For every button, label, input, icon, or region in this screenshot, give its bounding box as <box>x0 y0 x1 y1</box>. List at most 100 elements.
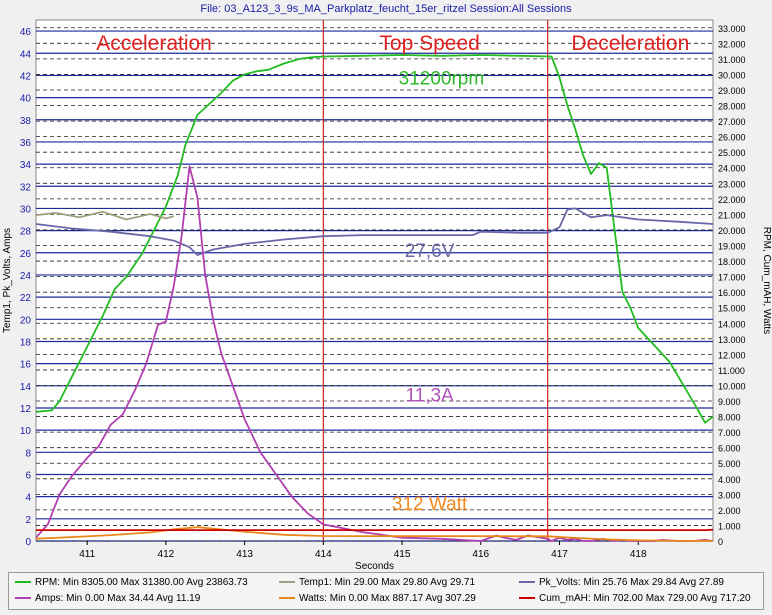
legend-item: Amps: Min 0.00 Max 34.44 Avg 11.19 <box>15 593 200 604</box>
legend-item: Temp1: Min 29.00 Max 29.80 Avg 29.71 <box>279 577 475 588</box>
y-tick-label-right: 25.000 <box>718 148 746 158</box>
y-tick-label-left: 20 <box>20 315 32 326</box>
y-tick-label-right: 10.000 <box>718 381 746 391</box>
y-tick-label-right: 6.000 <box>718 444 741 454</box>
x-tick-label: 416 <box>472 549 489 560</box>
y-tick-label-left: 24 <box>20 271 32 282</box>
y-tick-label-left: 4 <box>25 493 31 504</box>
chart-title: File: 03_A123_3_9s_MA_Parkplatz_feucht_1… <box>200 3 572 15</box>
y-tick-label-right: 22.000 <box>718 195 746 205</box>
legend-swatch <box>279 581 295 584</box>
y-tick-label-right: 11.000 <box>718 366 745 376</box>
y-tick-label-right: 20.000 <box>718 226 746 236</box>
series-line-watts <box>35 526 714 542</box>
x-axis-label: Seconds <box>355 561 394 572</box>
y-axis-label-right: RPM, Cum_mAH, Watts <box>761 227 772 334</box>
y-tick-label-left: 16 <box>20 360 32 371</box>
annotation-label: 11,3A <box>405 385 454 406</box>
y-tick-label-right: 33.000 <box>718 24 746 34</box>
y-tick-label-left: 34 <box>20 160 32 171</box>
y-tick-label-right: 19.000 <box>718 242 746 252</box>
y-tick-label-right: 13.000 <box>718 335 746 345</box>
y-tick-label-right: 0 <box>718 537 723 547</box>
chart-legend: RPM: Min 8305.00 Max 31380.00 Avg 23863.… <box>8 572 764 610</box>
x-tick-label: 418 <box>630 549 647 560</box>
y-tick-label-left: 0 <box>25 537 31 548</box>
legend-label: Watts: Min 0.00 Max 887.17 Avg 307.29 <box>299 593 476 604</box>
y-tick-label-left: 10 <box>20 426 32 437</box>
y-tick-label-right: 24.000 <box>718 164 746 174</box>
y-tick-label-left: 28 <box>20 227 32 238</box>
y-tick-label-right: 17.000 <box>718 273 746 283</box>
y-tick-label-left: 22 <box>20 293 32 304</box>
legend-item: Watts: Min 0.00 Max 887.17 Avg 307.29 <box>279 593 476 604</box>
y-tick-label-right: 3.000 <box>718 490 741 500</box>
legend-label: Cum_mAH: Min 702.00 Max 729.00 Avg 717.2… <box>539 593 751 604</box>
y-tick-label-left: 32 <box>20 182 32 193</box>
annotation-label: 312 Watt <box>392 494 468 515</box>
legend-item: RPM: Min 8305.00 Max 31380.00 Avg 23863.… <box>15 577 248 588</box>
x-tick-label: 411 <box>79 549 95 560</box>
y-tick-label-right: 18.000 <box>718 257 746 267</box>
x-tick-label: 417 <box>551 549 568 560</box>
legend-label: RPM: Min 8305.00 Max 31380.00 Avg 23863.… <box>35 577 248 588</box>
chart-svg: 0246810121416182022242628303234363840424… <box>2 19 772 572</box>
y-tick-label-right: 5.000 <box>718 459 741 469</box>
y-tick-label-left: 36 <box>20 138 32 149</box>
legend-label: Amps: Min 0.00 Max 34.44 Avg 11.19 <box>35 593 201 604</box>
legend-swatch <box>519 581 535 584</box>
series-line-temp1 <box>35 210 175 221</box>
y-tick-label-right: 4.000 <box>718 475 741 485</box>
x-tick-label: 412 <box>158 549 175 560</box>
y-tick-label-left: 46 <box>20 27 32 38</box>
y-tick-label-left: 18 <box>20 337 32 348</box>
legend-swatch <box>15 597 31 600</box>
plot-area <box>35 19 714 542</box>
series-line-pk-volts <box>35 207 714 256</box>
legend-label: Pk_Volts: Min 25.76 Max 29.84 Avg 27.89 <box>539 577 724 588</box>
y-tick-label-right: 29.000 <box>718 86 746 96</box>
y-tick-label-right: 27.000 <box>718 117 746 127</box>
y-tick-label-right: 32.000 <box>718 39 746 49</box>
y-tick-label-right: 1.000 <box>718 521 741 531</box>
x-tick-label: 413 <box>236 549 253 560</box>
phase-label: Acceleration <box>96 32 212 55</box>
y-tick-label-right: 8.000 <box>718 413 741 423</box>
y-tick-label-left: 44 <box>20 49 32 60</box>
y-tick-label-left: 40 <box>20 94 32 105</box>
y-tick-label-left: 14 <box>20 382 32 393</box>
y-tick-label-right: 12.000 <box>718 350 746 360</box>
y-tick-label-right: 26.000 <box>718 133 746 143</box>
y-tick-label-right: 23.000 <box>718 179 746 189</box>
legend-swatch <box>15 581 31 584</box>
y-axis-label-left: Temp1, Pk_Volts, Amps <box>2 228 13 333</box>
legend-swatch <box>279 597 295 600</box>
y-tick-label-right: 9.000 <box>718 397 741 407</box>
y-tick-label-left: 26 <box>20 249 32 260</box>
phase-label: Deceleration <box>571 32 689 55</box>
x-tick-label: 414 <box>315 549 332 560</box>
y-tick-label-right: 2.000 <box>718 506 741 516</box>
annotation-label: 27,6V <box>405 241 455 262</box>
y-tick-label-right: 21.000 <box>718 210 746 220</box>
y-tick-label-left: 12 <box>20 404 32 415</box>
y-tick-label-left: 2 <box>25 515 31 526</box>
legend-swatch <box>519 597 535 600</box>
legend-item: Pk_Volts: Min 25.76 Max 29.84 Avg 27.89 <box>519 577 724 588</box>
legend-label: Temp1: Min 29.00 Max 29.80 Avg 29.71 <box>299 577 476 588</box>
y-tick-label-left: 42 <box>20 71 32 82</box>
y-tick-label-left: 6 <box>25 470 31 481</box>
x-tick-label: 415 <box>394 549 411 560</box>
y-tick-label-right: 15.000 <box>718 304 746 314</box>
legend-item: Cum_mAH: Min 702.00 Max 729.00 Avg 717.2… <box>519 593 751 604</box>
y-tick-label-left: 30 <box>20 204 32 215</box>
y-tick-label-right: 14.000 <box>718 319 746 329</box>
series-line-rpm <box>35 54 714 424</box>
y-tick-label-left: 38 <box>20 116 32 127</box>
phase-label: Top Speed <box>379 32 479 55</box>
y-tick-label-right: 7.000 <box>718 428 741 438</box>
y-tick-label-right: 30.000 <box>718 70 746 80</box>
y-tick-label-right: 16.000 <box>718 288 746 298</box>
y-tick-label-left: 8 <box>25 448 31 459</box>
y-tick-label-right: 31.000 <box>718 55 746 65</box>
